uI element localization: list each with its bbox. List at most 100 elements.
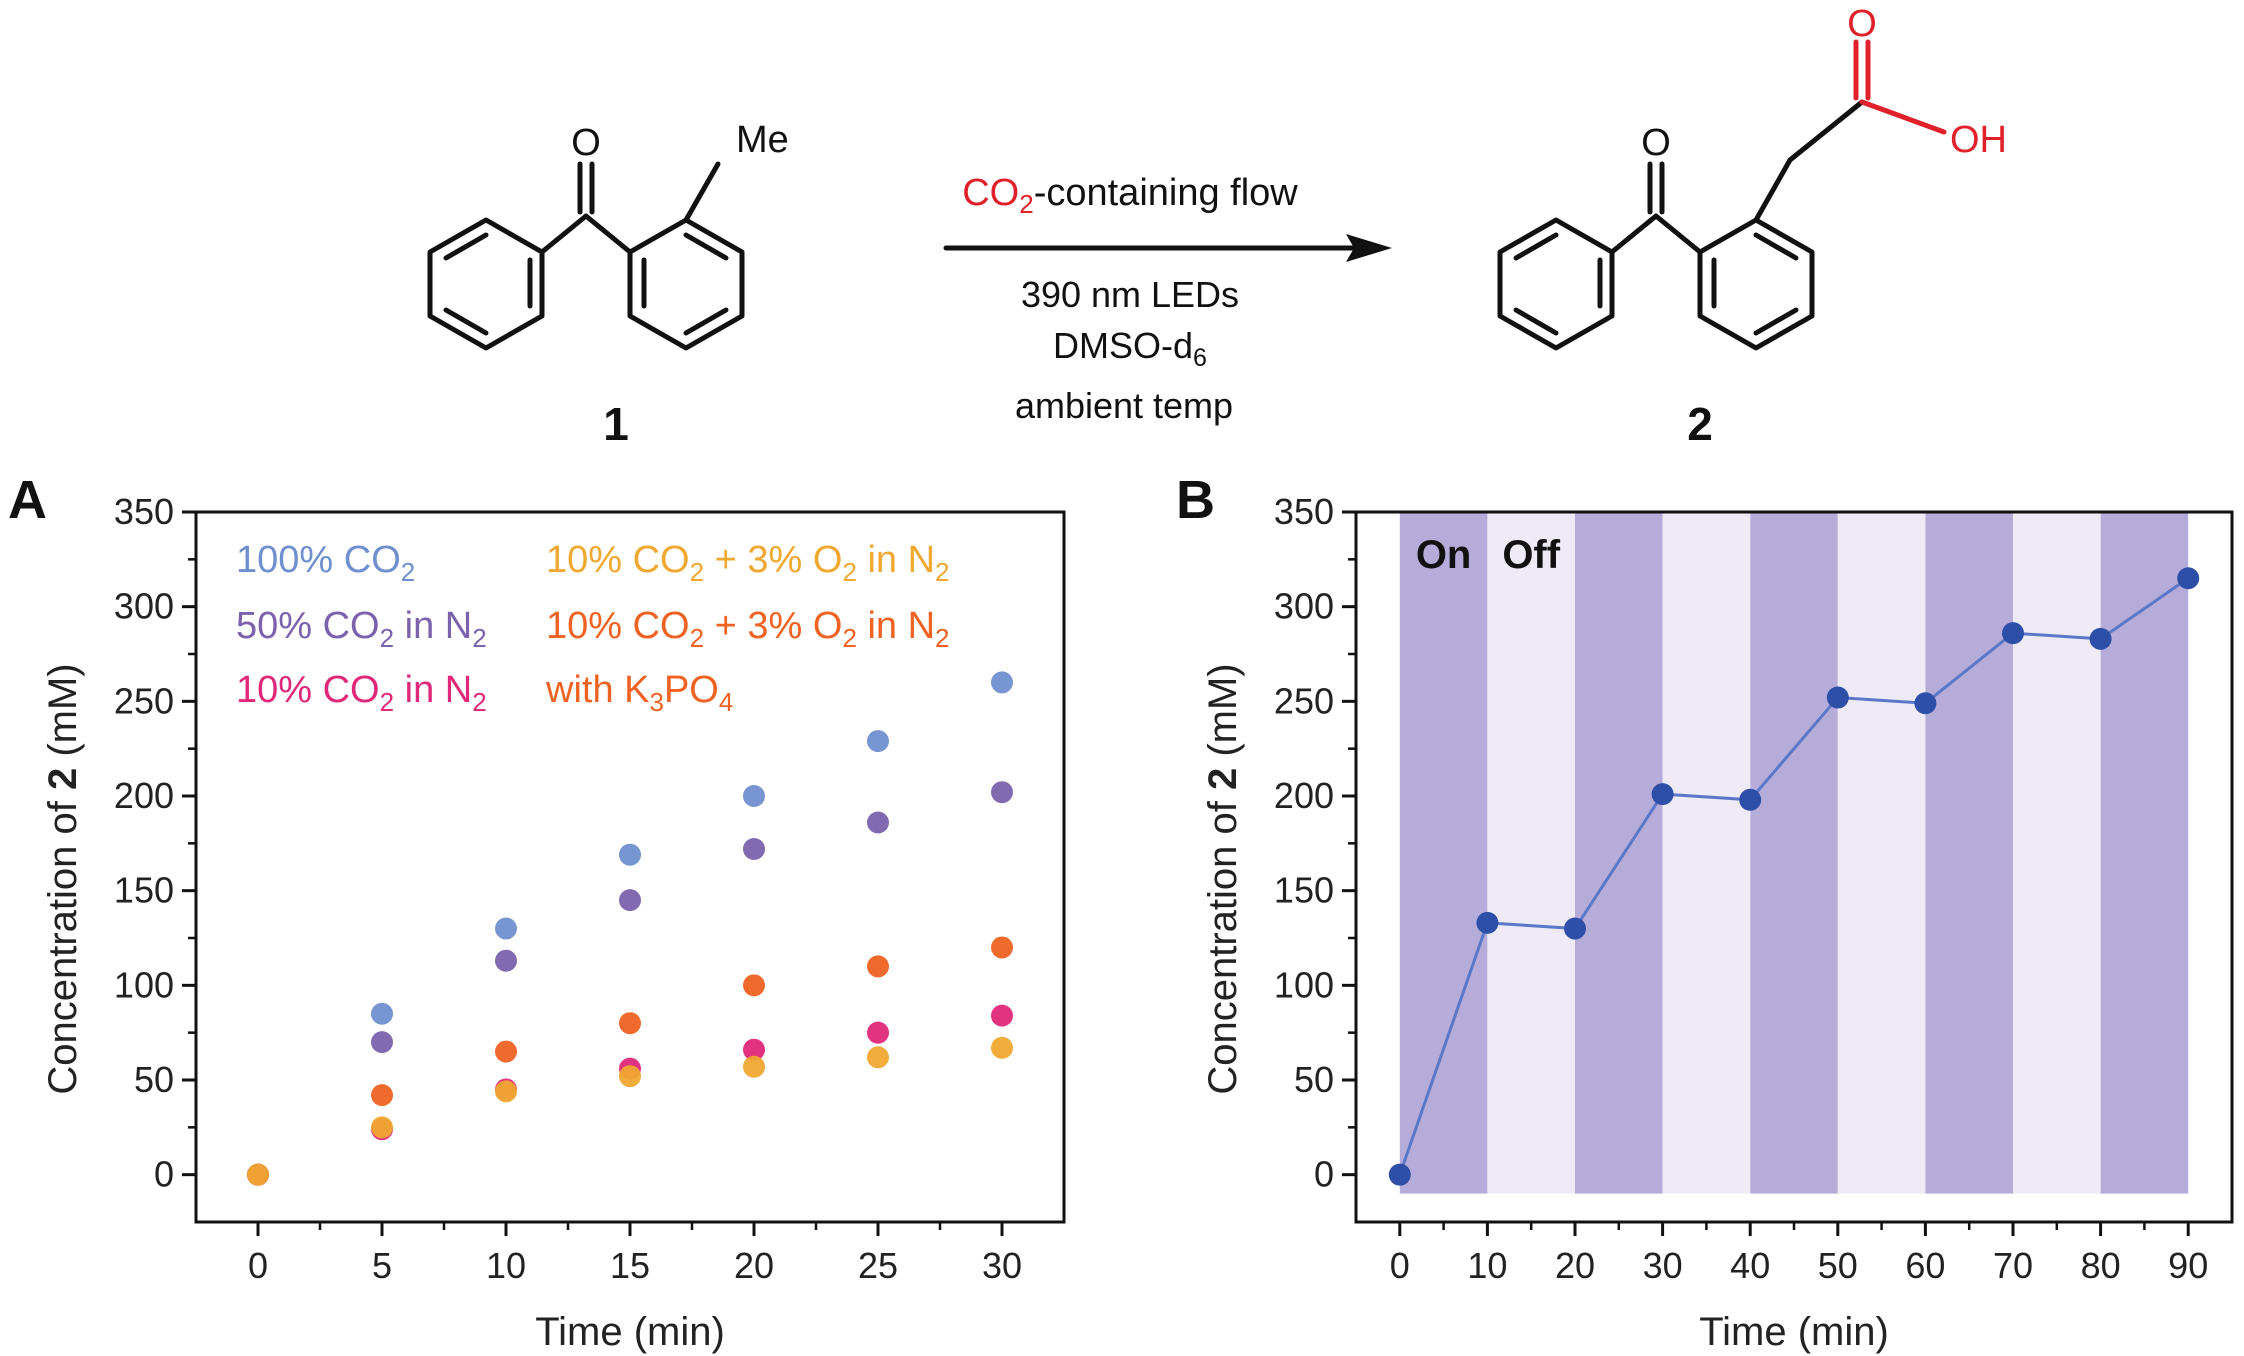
text-run: with K (545, 669, 649, 711)
subscript: 2 (842, 557, 856, 587)
product-acid-o: O (1847, 3, 1877, 45)
subscript: 2 (472, 687, 486, 717)
x-tick-label: 30 (1643, 1245, 1683, 1286)
light-off-band (2013, 512, 2101, 1194)
data-point (371, 1116, 393, 1138)
data-point (991, 1037, 1013, 1059)
data-point (1739, 789, 1761, 811)
data-point (495, 1041, 517, 1063)
x-axis-title: Time (min) (535, 1310, 725, 1354)
x-tick-label: 0 (248, 1245, 268, 1286)
data-point (991, 781, 1013, 803)
data-point (743, 838, 765, 860)
product-ch2-bond (1756, 160, 1790, 220)
subscript: 4 (719, 687, 733, 717)
legend-entry: 10% CO2 + 3% O2 in N2 (546, 539, 950, 587)
data-point (2177, 567, 2199, 589)
reactant-bond-ring-right (586, 216, 630, 252)
y-axis-title: Concentration of 2 (mM) (41, 663, 85, 1094)
data-point (495, 918, 517, 940)
product-number: 2 (1687, 398, 1713, 450)
data-point (619, 1012, 641, 1034)
y-tick-label: 200 (1274, 775, 1334, 816)
product-aryl-ring (1700, 220, 1812, 348)
subscript: 2 (690, 557, 704, 587)
y-tick-label: 50 (134, 1059, 174, 1100)
legend-entry: 100% CO2 (236, 539, 415, 587)
x-tick-label: 25 (858, 1245, 898, 1286)
text-run: + 3% O (704, 539, 842, 581)
y-tick-label: 0 (1314, 1154, 1334, 1195)
data-point (1389, 1164, 1411, 1186)
subscript: 2 (690, 623, 704, 653)
subscript: 2 (842, 623, 856, 653)
data-point (371, 1003, 393, 1025)
y-tick-label: 250 (1274, 680, 1334, 721)
text-run: 100% CO (236, 539, 401, 581)
text-run: in N (394, 605, 472, 647)
text-run: in N (857, 539, 935, 581)
legend-entry: 50% CO2 in N2 (236, 605, 487, 653)
y-tick-label: 50 (1294, 1059, 1334, 1100)
reactant-number: 1 (603, 398, 629, 450)
product-carbonyl-o: O (1641, 122, 1671, 164)
text-run: (mM) (41, 663, 85, 767)
data-point (619, 1065, 641, 1087)
light-on-band (1400, 512, 1488, 1194)
x-tick-label: 15 (610, 1245, 650, 1286)
bold-run: 2 (1201, 768, 1245, 790)
condition-reagent: CO2-containing flow (962, 172, 1298, 219)
light-off-band (1663, 512, 1751, 1194)
panel-b: 0 10 20 30 40 50 60 70 80 90050100150200250300350… (1176, 470, 2232, 1354)
y-tick-label: 100 (114, 964, 174, 1005)
x-tick-label: 30 (982, 1245, 1022, 1286)
x-tick-label: 0 (1390, 1245, 1410, 1286)
x-tick-label: 20 (734, 1245, 774, 1286)
x-tick-label: 10 (1467, 1245, 1507, 1286)
y-tick-label: 350 (114, 491, 174, 532)
data-point (991, 671, 1013, 693)
text-run: 10% CO (546, 605, 690, 647)
subscript: 2 (380, 687, 394, 717)
reactant-bond-ring-left (542, 216, 586, 252)
light-off-band (1487, 512, 1575, 1194)
reactant-tolyl-ring (630, 220, 742, 348)
data-point (991, 936, 1013, 958)
y-tick-label: 350 (1274, 491, 1334, 532)
y-tick-label: 300 (114, 586, 174, 627)
x-tick-label: 90 (2168, 1245, 2208, 1286)
product-bond-ring-right (1656, 216, 1700, 252)
condition-light: 390 nm LEDs (1021, 274, 1239, 315)
legend-entry: 10% CO2 in N2 (236, 669, 487, 717)
light-off-band (1838, 512, 1926, 1194)
x-tick-label: 40 (1730, 1245, 1770, 1286)
x-axis-title: Time (min) (1699, 1310, 1889, 1354)
data-point (1652, 783, 1674, 805)
subscript: 2 (472, 623, 486, 653)
reactant-phenyl-ring (430, 220, 542, 348)
reactant-carbonyl-o: O (571, 122, 601, 164)
data-point (2090, 628, 2112, 650)
data-point (743, 974, 765, 996)
subscript: 2 (401, 557, 415, 587)
legend-entry: 10% CO2 + 3% O2 in N2 (546, 605, 950, 653)
panel-b-label: B (1176, 470, 1215, 530)
data-point (1476, 912, 1498, 934)
y-tick-label: 100 (1274, 964, 1334, 1005)
y-tick-label: 150 (114, 870, 174, 911)
subscript: 2 (935, 623, 949, 653)
light-on-band (1925, 512, 2013, 1194)
x-tick-label: 10 (486, 1245, 526, 1286)
x-tick-label: 20 (1555, 1245, 1595, 1286)
data-point (743, 1056, 765, 1078)
text-run: Concentration of (41, 790, 85, 1095)
x-tick-label: 50 (1818, 1245, 1858, 1286)
x-tick-label: 5 (372, 1245, 392, 1286)
data-point (247, 1164, 269, 1186)
bold-run: 2 (41, 768, 85, 790)
subscript: 2 (935, 557, 949, 587)
on-label: On (1416, 533, 1472, 577)
text-run: + 3% O (704, 605, 842, 647)
data-point (495, 1080, 517, 1102)
